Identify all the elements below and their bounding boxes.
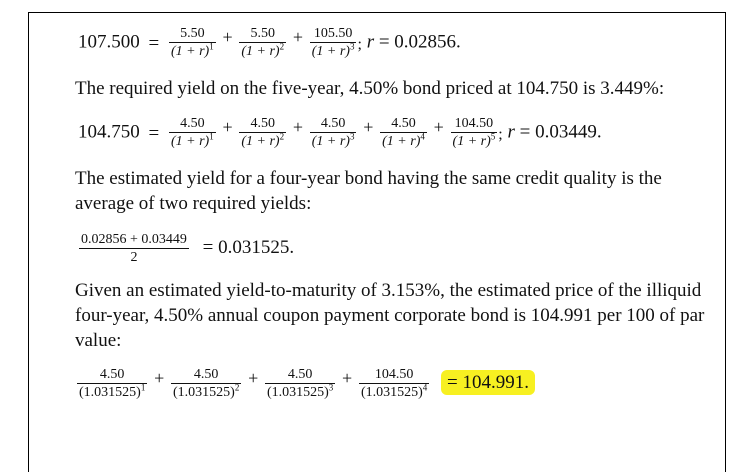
plus-sign: + <box>292 27 303 47</box>
equation-2: 104.750 = 4.50 (1 + r)1 + 4.50 (1 + r)2 + … <box>78 116 602 150</box>
fraction-denominator: (1 + r) <box>241 44 280 59</box>
equation-1: 107.500 = 5.50 (1 + r)1 + 5.50 (1 + r)2 + … <box>78 26 461 60</box>
fraction-term: 4.50 (1 + r)3 <box>309 116 357 150</box>
fraction-term: 5.50 (1 + r)1 <box>168 26 216 60</box>
fraction-numerator: 4.50 <box>264 367 336 384</box>
plus-sign: + <box>154 368 165 388</box>
exponent: 4 <box>422 382 428 393</box>
exponent: 1 <box>209 41 214 52</box>
variable-r: r <box>366 31 375 53</box>
fraction-term: 4.50 (1 + r)1 <box>168 116 216 150</box>
semicolon: ; <box>357 36 362 53</box>
fraction-term: 104.50 (1.031525)4 <box>358 367 430 401</box>
fraction-numerator: 105.50 <box>309 26 357 43</box>
equation-result: = 0.031525. <box>202 237 295 259</box>
fraction-denominator: (1 + r) <box>311 44 350 59</box>
exponent: 2 <box>234 382 240 393</box>
fraction-denominator: (1.031525) <box>172 385 235 400</box>
fraction-numerator: 5.50 <box>239 26 287 43</box>
equals-sign: = <box>148 32 160 54</box>
fraction-numerator: 4.50 <box>77 367 148 384</box>
fraction-denominator: (1 + r) <box>170 44 210 59</box>
fraction-numerator: 4.50 <box>239 116 287 133</box>
exponent: 2 <box>279 41 285 52</box>
plus-sign: + <box>248 368 259 388</box>
exponent: 3 <box>328 382 334 393</box>
semicolon: ; <box>498 126 503 143</box>
exponent: 1 <box>140 382 146 393</box>
fraction-numerator: 104.50 <box>450 116 498 133</box>
fraction-denominator: (1 + r) <box>311 134 350 149</box>
exponent: 1 <box>209 131 214 142</box>
plus-sign: + <box>433 117 444 137</box>
fraction-numerator: 5.50 <box>168 26 216 43</box>
fraction-numerator: 4.50 <box>168 116 216 133</box>
fraction-denominator: (1.031525) <box>360 385 423 400</box>
equation-3: 0.02856 + 0.03449 2 = 0.031525. <box>78 232 294 266</box>
plus-sign: + <box>342 368 353 388</box>
exponent: 3 <box>349 131 355 142</box>
equation-lhs: 107.500 <box>78 31 140 53</box>
fraction-term: 0.02856 + 0.03449 2 <box>79 232 189 266</box>
highlighted-result: = 104.991. <box>441 370 535 396</box>
plus-sign: + <box>222 117 233 137</box>
fraction-term: 105.50 (1 + r)3 <box>309 26 357 60</box>
paragraph-1: The required yield on the five-year, 4.5… <box>75 78 665 99</box>
paragraph-3: Given an estimated yield-to-maturity of … <box>75 280 705 351</box>
fraction-numerator: 4.50 <box>170 367 242 384</box>
plus-sign: + <box>292 117 303 137</box>
variable-r: r <box>507 121 515 143</box>
fraction-term: 104.50 (1 + r)5 <box>450 116 498 150</box>
fraction-denominator: (1 + r) <box>241 134 280 149</box>
fraction-denominator: (1.031525) <box>266 385 329 400</box>
fraction-term: 4.50 (1.031525)2 <box>170 367 242 401</box>
fraction-term: 4.50 (1 + r)4 <box>380 116 427 150</box>
fraction-denominator: (1 + r) <box>452 134 491 149</box>
fraction-numerator: 4.50 <box>309 116 357 133</box>
fraction-term: 4.50 (1.031525)3 <box>264 367 336 401</box>
exponent: 2 <box>279 131 285 142</box>
exponent: 4 <box>420 131 425 142</box>
paragraph-2: The estimated yield for a four-year bond… <box>75 168 662 214</box>
fraction-term: 4.50 (1 + r)2 <box>239 116 287 150</box>
fraction-numerator: 0.02856 + 0.03449 <box>79 232 189 249</box>
exponent: 3 <box>349 41 355 52</box>
fraction-denominator: 2 <box>130 250 138 265</box>
exponent: 5 <box>490 131 496 142</box>
equation-lhs: 104.750 <box>78 121 140 143</box>
fraction-denominator: (1.031525) <box>79 385 141 400</box>
plus-sign: + <box>363 117 374 137</box>
fraction-numerator: 4.50 <box>380 116 427 133</box>
equals-sign: = <box>148 122 160 144</box>
fraction-denominator: (1 + r) <box>382 134 421 149</box>
fraction-term: 4.50 (1.031525)1 <box>77 367 148 401</box>
fraction-denominator: (1 + r) <box>170 134 210 149</box>
content-frame <box>28 12 726 472</box>
fraction-term: 5.50 (1 + r)2 <box>239 26 287 60</box>
equation-result: = 0.03449. <box>519 121 602 143</box>
equation-result: = 0.02856. <box>378 31 461 53</box>
fraction-numerator: 104.50 <box>358 367 430 384</box>
equation-4: 4.50 (1.031525)1 + 4.50 (1.031525)2 + 4.50… <box>76 367 535 401</box>
plus-sign: + <box>222 27 233 47</box>
